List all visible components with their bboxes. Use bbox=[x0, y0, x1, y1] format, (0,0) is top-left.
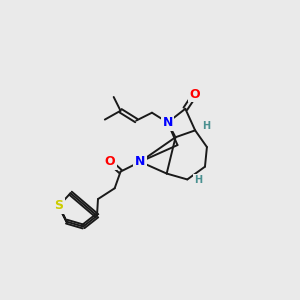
Text: N: N bbox=[163, 116, 173, 129]
Text: S: S bbox=[54, 200, 63, 212]
Text: H: H bbox=[202, 122, 210, 131]
Text: H: H bbox=[194, 176, 202, 185]
Text: O: O bbox=[190, 88, 200, 100]
Text: O: O bbox=[104, 155, 115, 168]
Text: N: N bbox=[135, 155, 146, 168]
